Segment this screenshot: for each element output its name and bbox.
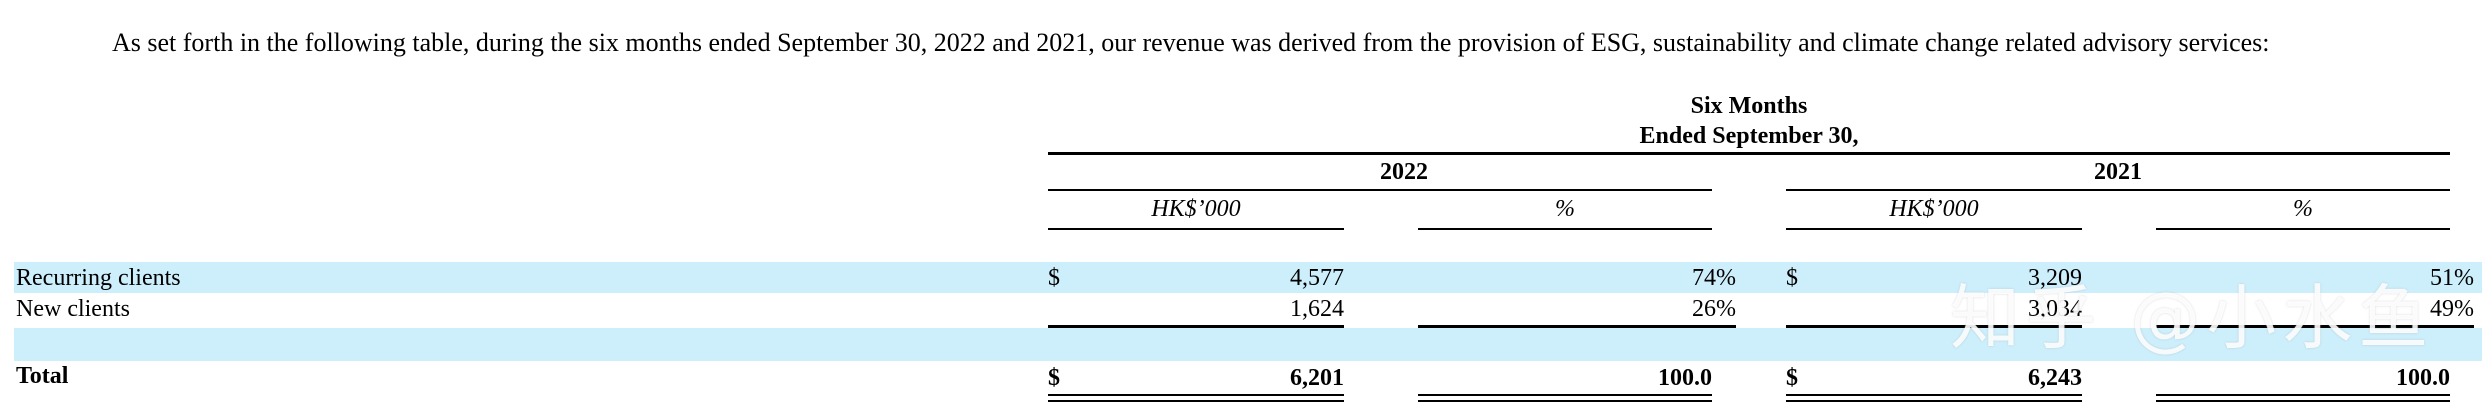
- amount-2021: 3,034: [2028, 296, 2082, 322]
- sub-rule-amt-2022: [1048, 228, 1344, 230]
- subtotal-rule-amt-2022: [1048, 325, 1344, 328]
- total-amount-2021: 6,243: [2028, 365, 2082, 391]
- col-pct-2022: %: [1555, 196, 1575, 222]
- header-rule: [1048, 152, 2450, 155]
- year-header-2021: 2021: [2094, 159, 2142, 185]
- intro-paragraph: As set forth in the following table, dur…: [112, 28, 2270, 57]
- watermark: 知乎 @小水鱼: [1950, 277, 2435, 359]
- pct-2021: 49%: [2430, 296, 2474, 322]
- total-pct-2022: 100.0: [1658, 365, 1712, 391]
- pct-2021: 51%: [2430, 265, 2474, 291]
- row-shade-1: [14, 262, 2482, 293]
- total-label: Total: [16, 363, 69, 389]
- total-currency-2021: $: [1786, 365, 1798, 391]
- col-amount-2022: HK$’000: [1151, 196, 1241, 222]
- pct-2022: 74%: [1692, 265, 1736, 291]
- col-amount-2021: HK$’000: [1889, 196, 1979, 222]
- subtotal-rule-pct-2021: [2156, 325, 2474, 328]
- total-pct-2021: 100.0: [2396, 365, 2450, 391]
- amount-2021: 3,209: [2028, 265, 2082, 291]
- row-label: Recurring clients: [16, 265, 181, 291]
- row-shade-blank: [14, 328, 2482, 361]
- col-pct-2021: %: [2293, 196, 2313, 222]
- total-double-rule-amt-2021: [1786, 394, 2082, 402]
- sub-rule-pct-2021: [2156, 228, 2450, 230]
- amount-2022: 1,624: [1290, 296, 1344, 322]
- year-rule-2021: [1786, 189, 2450, 191]
- year-rule-2022: [1048, 189, 1712, 191]
- row-label: New clients: [16, 296, 130, 322]
- currency-2021: $: [1786, 265, 1798, 291]
- total-amount-2022: 6,201: [1290, 365, 1344, 391]
- subtotal-rule-pct-2022: [1418, 325, 1736, 328]
- pct-2022: 26%: [1692, 296, 1736, 322]
- total-double-rule-pct-2022: [1418, 394, 1712, 402]
- period-header-line2: Ended September 30,: [1639, 123, 1859, 149]
- year-header-2022: 2022: [1380, 159, 1428, 185]
- currency-2022: $: [1048, 265, 1060, 291]
- period-header-line1: Six Months: [1690, 93, 1808, 119]
- amount-2022: 4,577: [1290, 265, 1344, 291]
- total-double-rule-amt-2022: [1048, 394, 1344, 402]
- total-currency-2022: $: [1048, 365, 1060, 391]
- sub-rule-amt-2021: [1786, 228, 2082, 230]
- subtotal-rule-amt-2021: [1786, 325, 2082, 328]
- sub-rule-pct-2022: [1418, 228, 1712, 230]
- total-double-rule-pct-2021: [2156, 394, 2450, 402]
